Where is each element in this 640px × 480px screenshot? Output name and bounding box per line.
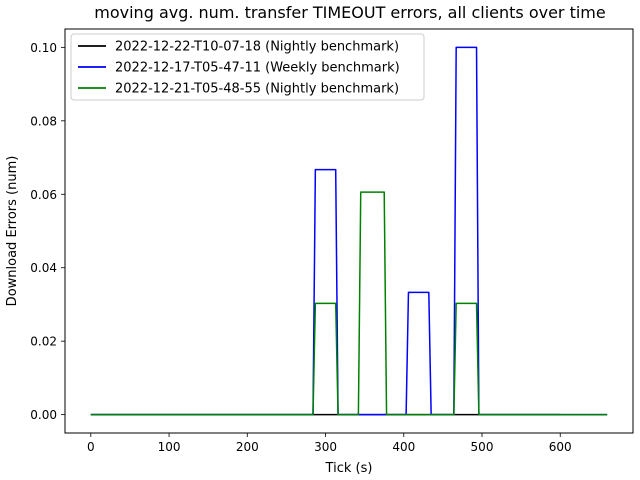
- x-tick-label: 100: [158, 440, 181, 454]
- y-tick-label: 0.10: [30, 41, 57, 55]
- chart-title: moving avg. num. transfer TIMEOUT errors…: [94, 3, 605, 22]
- y-tick-label: 0.08: [30, 114, 57, 128]
- legend-box: [70, 33, 425, 101]
- plot-frame: [64, 28, 634, 434]
- legend: 2022-12-22-T10-07-18 (Nightly benchmark)…: [70, 33, 425, 101]
- y-tick-label: 0.00: [30, 408, 57, 422]
- x-tick-label: 400: [392, 440, 415, 454]
- plot-lines: [90, 46, 608, 416]
- series-line-1: [90, 46, 608, 416]
- series-line-2: [90, 191, 608, 416]
- x-axis: 0 100 200 300 400 500 600: [87, 433, 572, 454]
- y-tick-label: 0.04: [30, 261, 57, 275]
- x-tick-label: 200: [236, 440, 259, 454]
- x-axis-label: Tick (s): [325, 461, 373, 476]
- y-axis: 0.00 0.02 0.04 0.06 0.08 0.10: [30, 41, 65, 422]
- y-tick-label: 0.06: [30, 188, 57, 202]
- legend-label-0: 2022-12-22-T10-07-18 (Nightly benchmark): [115, 40, 399, 55]
- x-tick-label: 300: [314, 440, 337, 454]
- legend-label-1: 2022-12-17-T05-47-11 (Weekly benchmark): [115, 61, 400, 76]
- x-tick-label: 600: [549, 440, 572, 454]
- y-axis-label: Download Errors (num): [5, 156, 20, 307]
- legend-label-2: 2022-12-21-T05-48-55 (Nightly benchmark): [115, 82, 399, 97]
- y-tick-label: 0.02: [30, 335, 57, 349]
- x-tick-label: 500: [471, 440, 494, 454]
- x-tick-label: 0: [87, 440, 95, 454]
